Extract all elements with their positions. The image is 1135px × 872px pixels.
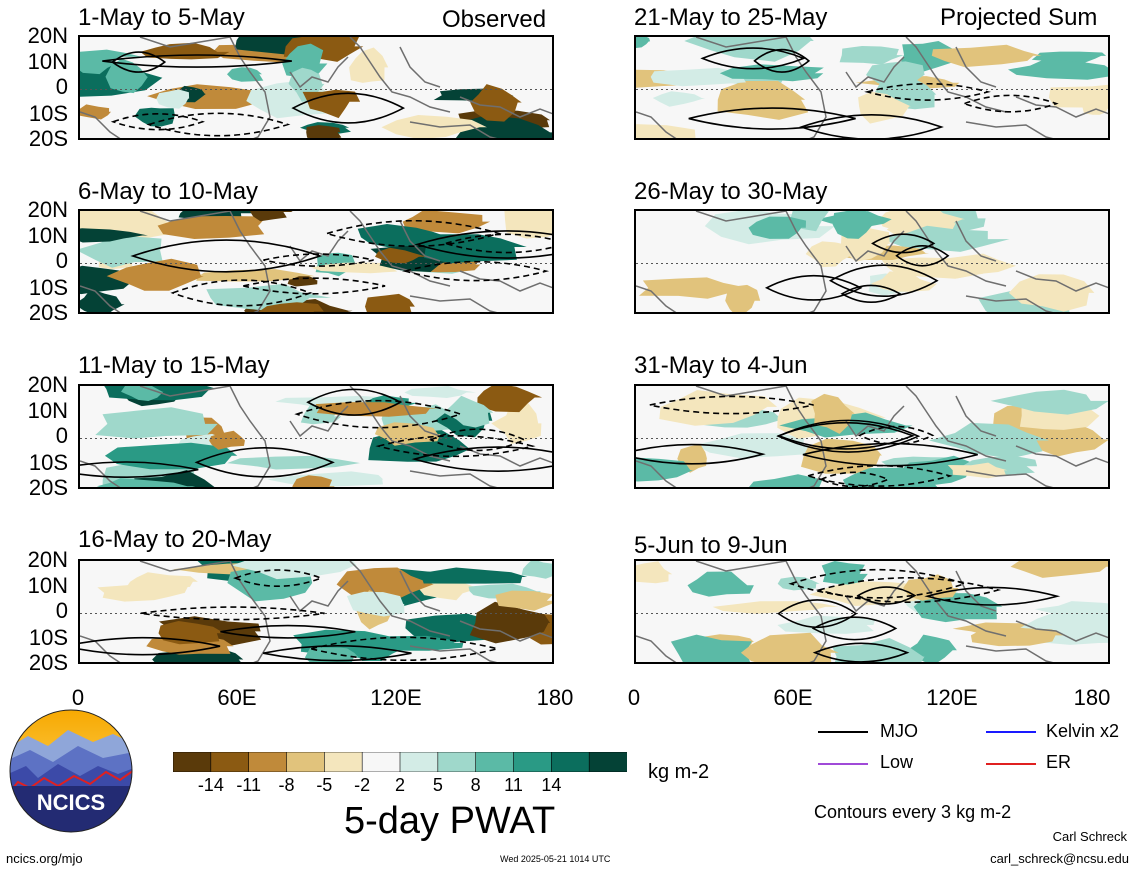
logo-text: NCICS [37,790,105,815]
panel-title-left-0: 1-May to 5-May [78,4,245,31]
lon-label: 120E [926,685,978,710]
lon-label: 120E [370,685,422,710]
pwat-anomaly-map [636,37,1108,138]
lat-label: 20N [27,197,68,222]
colorbar-swatch [248,751,288,773]
legend-label-low: Low [880,752,914,772]
legend-line-mjo [818,731,868,733]
colorbar-swatch [399,751,439,773]
lat-label: 20S [28,650,68,675]
lat-label: 20N [27,372,68,397]
colorbar-swatch [513,751,553,773]
observed-label: Observed [442,6,547,33]
colorbar-units: kg m-2 [648,761,710,783]
map-panel [78,35,554,140]
pwat-anomaly-map [636,561,1108,662]
colorbar-tick-label: -8 [278,775,295,795]
map-panel [78,209,554,314]
colorbar-tick-label: 11 [504,775,523,795]
lat-label: 10N [27,223,68,248]
colorbar-tick-label: -11 [236,775,261,795]
lat-label: 20S [28,300,68,325]
lat-label: 20S [28,475,68,500]
lat-label: 10N [27,573,68,598]
panel-title-left-1: 6-May to 10-May [78,178,259,205]
colorbar-swatch [551,751,590,773]
footer-author: Carl Schreck [1052,829,1127,844]
panel-title-right-3: 5-Jun to 9-Jun [634,532,788,559]
lon-label: 0 [71,685,85,710]
colorbar-swatch [172,751,212,773]
footer-email: carl_schreck@ncsu.edu [990,851,1129,866]
pwat-anomaly-map [636,211,1108,312]
colorbar-swatch [361,751,401,773]
projected-sum-label: Projected Sum [940,4,1098,31]
lon-label: 0 [627,685,641,710]
legend-label-kelvin: Kelvin x2 [1046,721,1120,741]
lat-label: 0 [55,423,68,448]
map-panel [634,209,1110,314]
panel-title-right-2: 31-May to 4-Jun [634,352,808,379]
colorbar-tick-label: -5 [316,775,333,795]
lat-label: 20S [28,126,68,151]
colorbar-tick-label: -14 [197,775,224,795]
lon-label: 60E [773,685,813,710]
panel-title-left-2: 11-May to 15-May [78,352,270,379]
colorbar-swatch [437,751,477,773]
lat-label: 0 [55,598,68,623]
map-panel [634,559,1110,664]
lat-label: 20N [27,547,68,572]
legend-line-er [986,763,1036,765]
contour-note: Contours every 3 kg m-2 [814,802,1012,822]
pwat-anomaly-map [80,37,552,138]
lon-label: 180 [536,685,574,710]
colorbar-tick-label: 8 [470,775,481,795]
lat-label: 10S [28,625,68,650]
colorbar-swatch [286,751,326,773]
pwat-anomaly-map [80,561,552,662]
colorbar-tick-label: -2 [354,775,371,795]
colorbar-swatch [210,751,250,773]
lat-label: 0 [55,74,68,99]
colorbar [172,751,628,773]
lat-label: 10S [28,450,68,475]
legend-line-low [818,763,868,765]
lat-label: 10S [28,275,68,300]
map-panel [78,384,554,489]
panel-title-right-0: 21-May to 25-May [634,4,828,31]
lon-label: 60E [217,685,257,710]
panel-title-left-3: 16-May to 20-May [78,526,272,553]
lat-label: 10S [28,101,68,126]
panel-title-right-1: 26-May to 30-May [634,178,828,205]
legend-label-er: ER [1046,752,1072,772]
legend-label-mjo: MJO [880,721,918,741]
legend-line-kelvin [986,731,1036,733]
lat-label: 0 [55,248,68,273]
pwat-anomaly-map [80,211,552,312]
colorbar-swatch [588,751,628,773]
footer-url: ncics.org/mjo [6,851,83,866]
ncics-logo: NCICS [8,708,134,834]
map-panel [78,559,554,664]
colorbar-tick-label: 5 [432,775,443,795]
colorbar-swatch [475,751,515,773]
pwat-anomaly-map [80,386,552,487]
lon-label: 180 [1073,685,1111,710]
footer-timestamp: Wed 2025-05-21 1014 UTC [500,854,611,864]
colorbar-swatch [324,751,363,773]
pwat-anomaly-map [636,386,1108,487]
map-panel [634,35,1110,140]
map-panel [634,384,1110,489]
lat-label: 10N [27,398,68,423]
colorbar-tick-label: 14 [541,775,562,795]
colorbar-tick-label: 2 [394,775,405,795]
lat-label: 10N [27,49,68,74]
colorbar-title: 5-day PWAT [344,800,556,842]
lat-label: 20N [27,23,68,48]
